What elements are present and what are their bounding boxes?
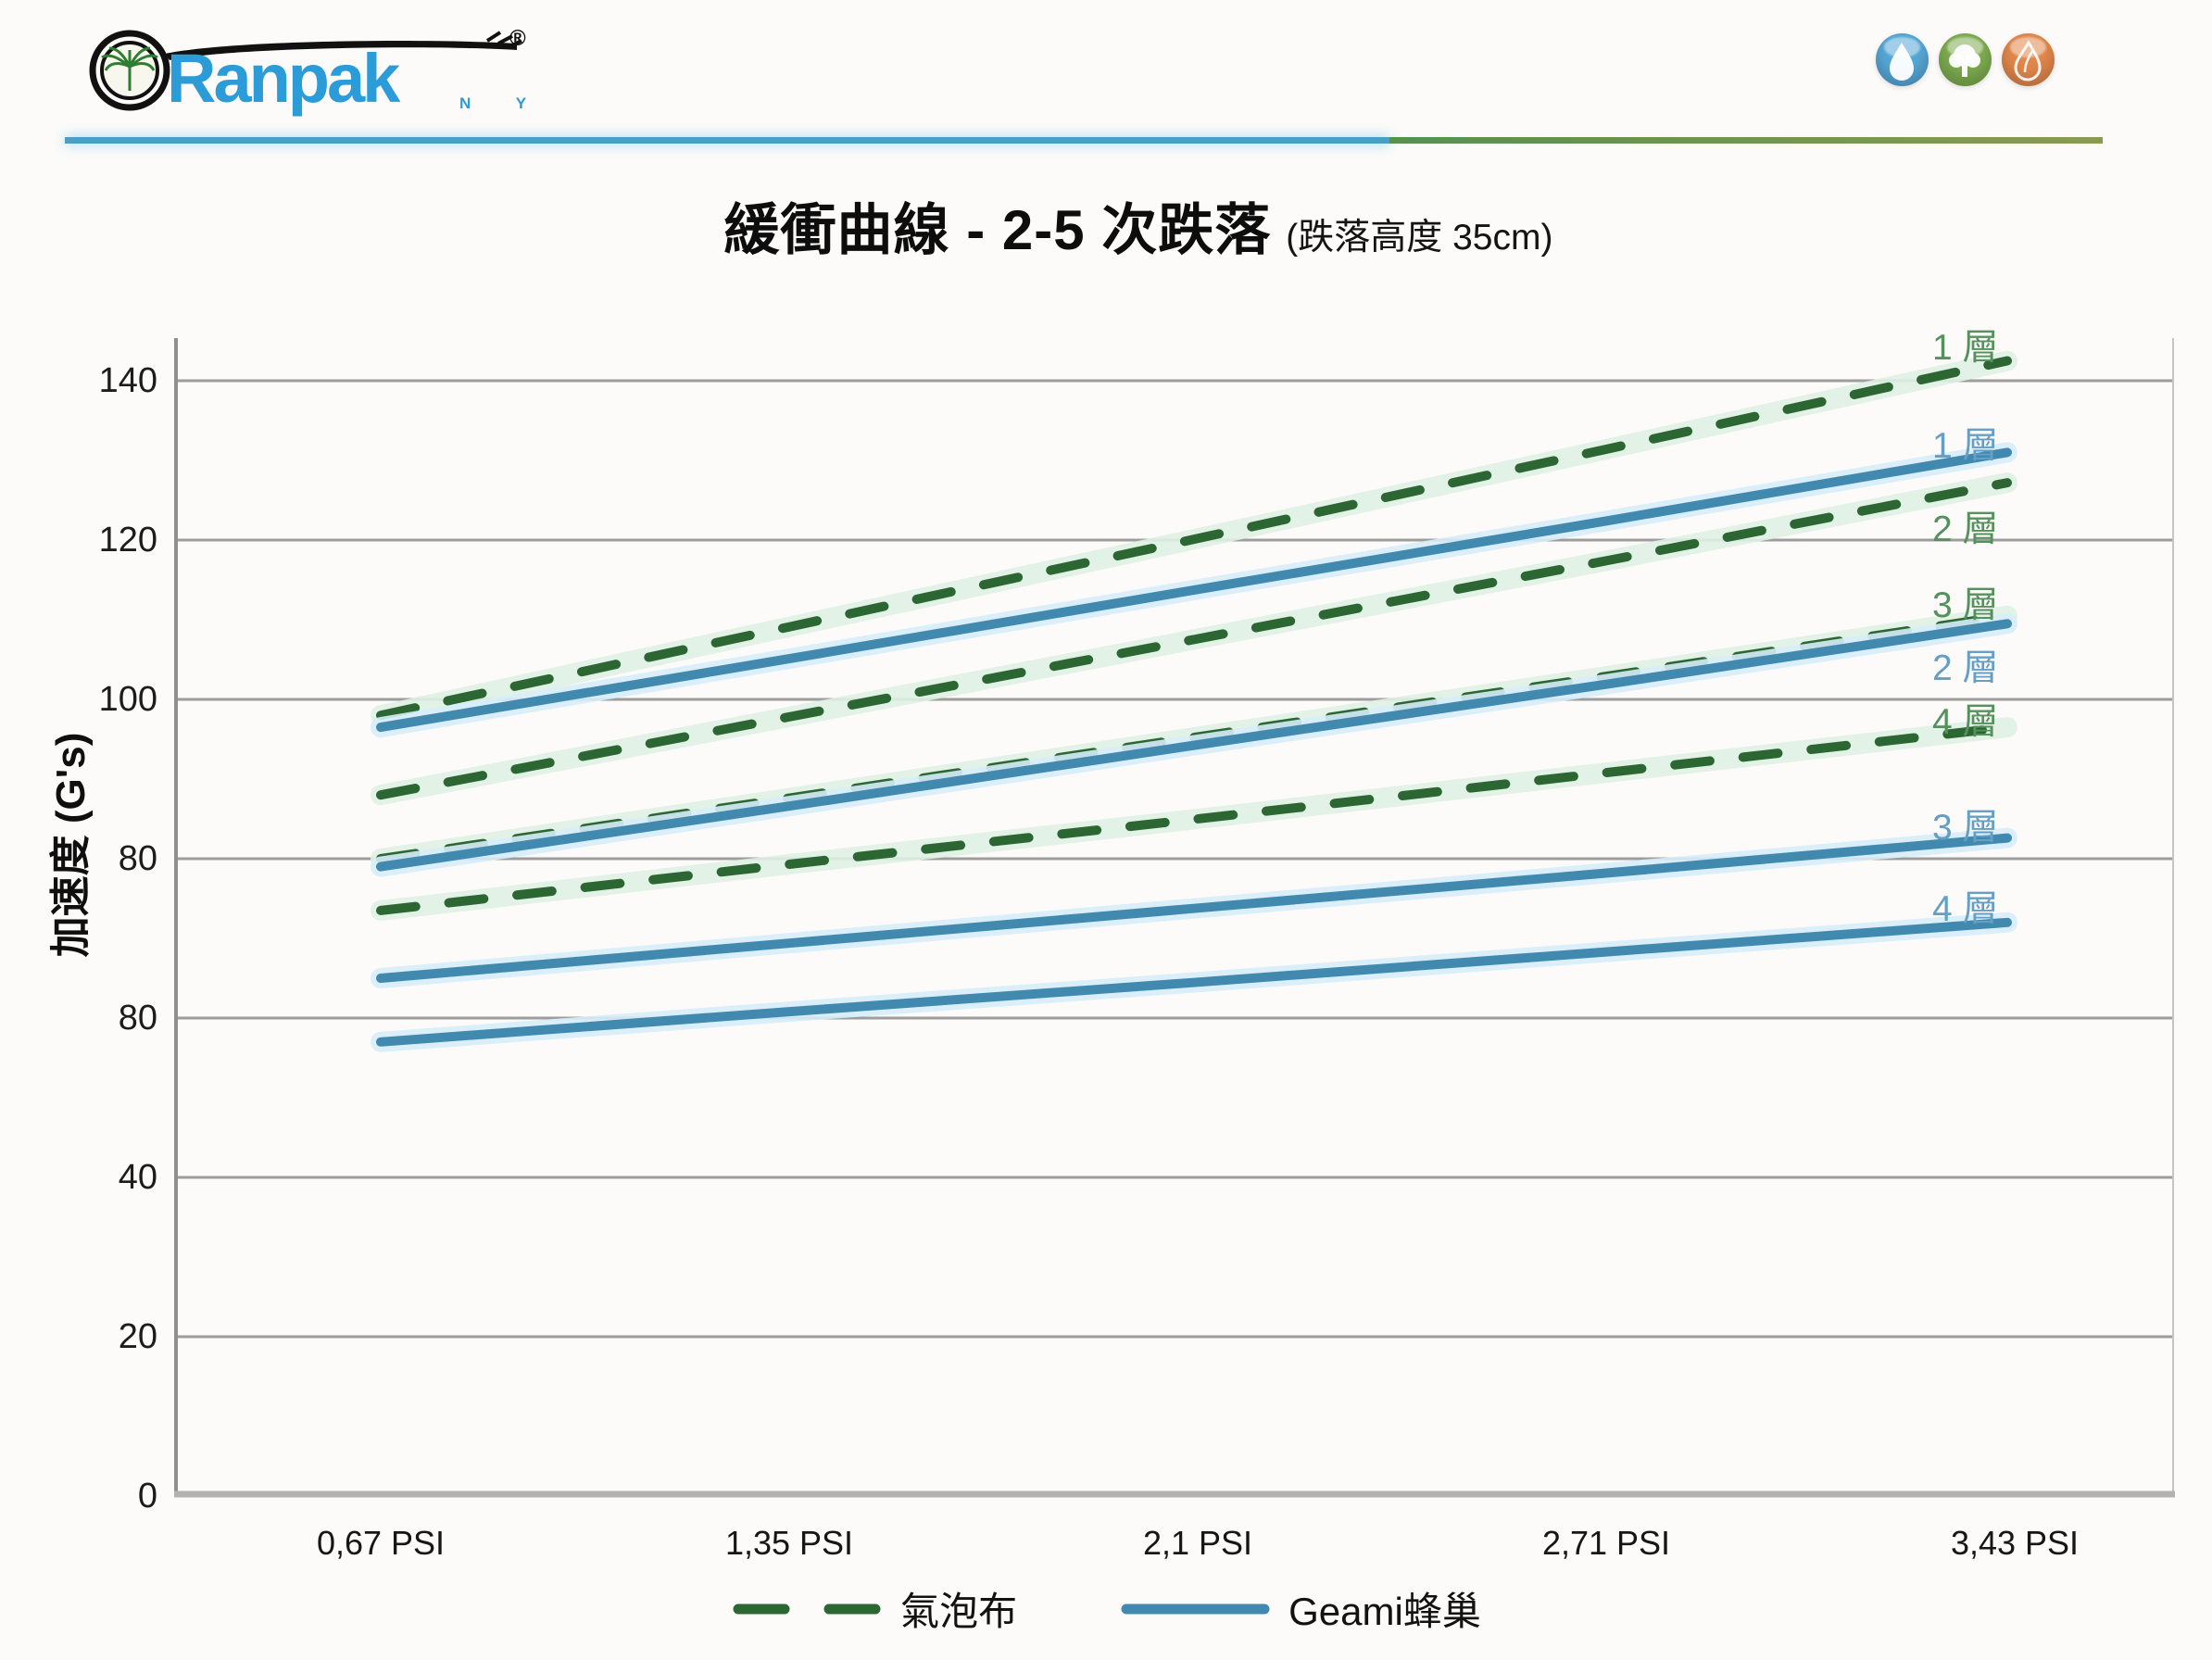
- title-row: 緩衝曲線 - 2-5 次跌落 (跌落高度 35cm): [0, 185, 2212, 266]
- x-tick-label-0: 0,67 PSI: [316, 1524, 446, 1562]
- ranpak-logo-graphic: [89, 30, 522, 111]
- line-label-bubble-4: 4 層: [1932, 702, 1999, 742]
- line-label-geami-1: 1 層: [1932, 426, 1999, 466]
- y-tick-label-1: 120: [98, 521, 157, 560]
- page-title: 緩衝曲線 - 2-5 次跌落: [723, 199, 1272, 261]
- series-line-geami-4: [376, 917, 2012, 1047]
- y-tick-label-7: 0: [137, 1477, 157, 1515]
- legend-label-1: Geami蜂巢: [1288, 1590, 1481, 1633]
- header-divider-blue: [65, 137, 1389, 144]
- y-tick-label-2: 100: [98, 680, 157, 719]
- header-divider-green: [1389, 137, 2103, 144]
- tree-icon[interactable]: [1939, 33, 1992, 86]
- x-tick-label-1: 1,35 PSI: [724, 1524, 854, 1562]
- series-line-bubble-2: [376, 478, 2012, 800]
- line-label-bubble-2: 2 層: [1932, 509, 1999, 549]
- ranpak-logo: Ranpak ® N Y: [54, 13, 572, 117]
- x-tick-label-3: 2,71 PSI: [1541, 1524, 1671, 1562]
- x-tick-label-4: 3,43 PSI: [1950, 1524, 2080, 1562]
- brand-name: Ranpak: [167, 40, 400, 117]
- eco-drop-icon[interactable]: [2002, 33, 2055, 86]
- legend-sample-dashed: [733, 1603, 882, 1614]
- series-line-geami-1: [376, 447, 2012, 733]
- line-label-bubble-3: 3 層: [1932, 585, 1999, 625]
- logo-circle-outer: [89, 30, 170, 111]
- logo-palm-tree: [101, 46, 158, 91]
- y-tick-label-4: 80: [118, 999, 157, 1038]
- legend-item-0: 氣泡布: [731, 1580, 1017, 1637]
- chart-legend: 氣泡布 Geami蜂巢: [0, 1580, 2212, 1637]
- brand-sub-letters: N Y: [459, 94, 547, 112]
- series-line-geami-3: [376, 833, 2012, 983]
- page-subtitle: (跌落高度 35cm): [1286, 218, 1553, 258]
- legend-item-1: Geami蜂巢: [1119, 1580, 1481, 1637]
- series-line-bubble-1: [376, 356, 2012, 721]
- water-drop-icon[interactable]: [1876, 33, 1929, 86]
- header-icon-group: [1876, 33, 2055, 86]
- y-tick-label-3: 80: [118, 839, 157, 878]
- legend-label-0: 氣泡布: [900, 1590, 1018, 1633]
- logo-swoosh-ticks: [485, 31, 522, 49]
- x-tick-label-2: 2,1 PSI: [1142, 1524, 1253, 1562]
- y-tick-label-6: 20: [118, 1317, 157, 1356]
- logo-swoosh: [165, 41, 517, 60]
- line-label-geami-3: 3 層: [1932, 808, 1999, 848]
- line-label-geami-2: 2 層: [1932, 648, 1999, 688]
- line-label-geami-4: 4 層: [1932, 889, 1999, 929]
- series-line-geami-2: [376, 619, 2012, 872]
- registered-mark: ®: [509, 26, 526, 51]
- y-tick-label-5: 40: [118, 1158, 157, 1197]
- series-line-bubble-4: [376, 723, 2012, 915]
- line-label-bubble-1: 1 層: [1932, 328, 1999, 368]
- y-tick-label-0: 140: [98, 361, 157, 400]
- legend-sample-solid: [1121, 1603, 1270, 1614]
